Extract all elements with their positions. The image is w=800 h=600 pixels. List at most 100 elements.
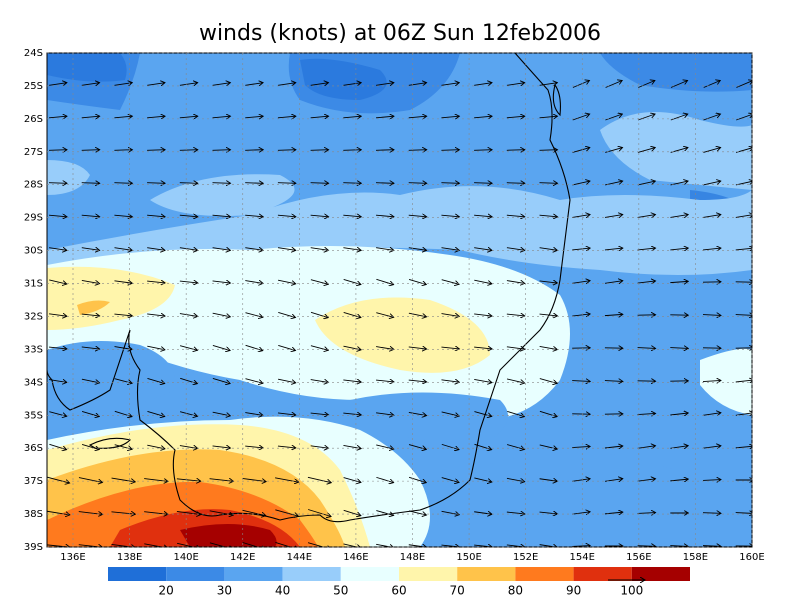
wind-arrow: [111, 477, 136, 482]
wind-arrow: [441, 411, 460, 416]
wind-arrow: [441, 477, 459, 483]
wind-arrow: [441, 510, 460, 514]
wind-arrow: [637, 148, 655, 153]
wind-arrow: [408, 380, 427, 382]
wind-arrow: [81, 248, 100, 251]
wind-arrow: [735, 315, 752, 316]
wind-arrow: [506, 215, 525, 217]
wind-arrow: [212, 281, 231, 283]
wind-arrow: [212, 446, 231, 448]
lat-label: 26S: [24, 114, 43, 125]
wind-arrow: [81, 116, 100, 118]
wind-arrow: [343, 477, 361, 483]
wind-arrow: [506, 378, 525, 383]
colorbar-box: [166, 567, 225, 581]
wind-arrow: [376, 444, 394, 449]
lon-label: 154E: [570, 552, 595, 563]
colorbar-label: 40: [275, 584, 290, 598]
wind-arrow: [277, 215, 296, 217]
wind-arrow: [343, 248, 361, 251]
wind-arrow: [47, 510, 70, 515]
wind-arrow: [49, 380, 67, 383]
wind-arrow: [114, 116, 132, 118]
wind-arrow: [637, 181, 656, 186]
wind-arrow: [670, 413, 688, 415]
wind-arrow: [735, 413, 752, 416]
wind-arrow: [81, 83, 100, 86]
colorbar-box: [573, 567, 632, 581]
wind-arrow: [245, 312, 262, 318]
wind-arrow: [81, 378, 100, 383]
wind-arrow: [277, 150, 296, 151]
lon-label: 152E: [513, 552, 538, 563]
wind-arrow: [474, 314, 492, 316]
wind-arrow: [212, 150, 231, 151]
wind-arrow: [179, 116, 198, 118]
wind-arrow: [572, 479, 590, 482]
lat-label: 33S: [24, 344, 43, 355]
wind-arrow: [278, 345, 295, 350]
wind-arrow: [474, 411, 491, 417]
wind-arrow: [637, 248, 656, 250]
wind-arrow: [637, 546, 656, 547]
wind-arrow: [147, 150, 165, 151]
wind-arrow: [212, 378, 230, 383]
wind-arrow: [212, 215, 231, 217]
lat-label: 24S: [24, 48, 43, 59]
wind-arrow: [212, 248, 231, 251]
lon-label: 148E: [400, 552, 425, 563]
wind-arrow: [702, 513, 721, 514]
lat-label: 31S: [24, 279, 43, 290]
wind-arrow: [212, 83, 231, 86]
wind-arrow: [147, 444, 165, 449]
wind-arrow: [638, 80, 655, 88]
lat-label: 35S: [24, 410, 43, 421]
wind-arrow: [703, 215, 721, 218]
wind-arrow: [275, 542, 298, 547]
lat-label: 28S: [24, 180, 43, 191]
wind-arrow: [47, 476, 69, 483]
wind-arrow: [408, 510, 427, 515]
wind-arrow: [474, 116, 492, 118]
wind-arrow: [111, 543, 136, 547]
wind-arrow: [539, 215, 558, 217]
wind-arrow: [637, 479, 656, 481]
wind-arrow: [81, 444, 99, 449]
wind-arrow: [81, 215, 100, 217]
wind-arrow: [539, 248, 558, 251]
wind-arrow: [310, 183, 329, 184]
wind-arrow: [670, 80, 688, 88]
wind-arrow: [310, 279, 328, 285]
wind-arrow: [702, 480, 721, 481]
wind-arrow: [572, 181, 590, 186]
wind-arrow: [343, 183, 361, 184]
wind-arrow: [441, 314, 460, 317]
wind-arrow: [735, 446, 752, 448]
colorbar-label: 30: [217, 584, 232, 598]
wind-arrow: [245, 344, 263, 350]
wind-arrow: [176, 479, 201, 481]
wind-arrow: [441, 215, 459, 217]
wind-arrow: [179, 314, 198, 317]
wind-arrow: [310, 116, 329, 118]
wind-arrow: [179, 215, 198, 217]
lon-label: 156E: [626, 552, 651, 563]
wind-arrow: [376, 83, 394, 86]
lon-label: 138E: [117, 552, 142, 563]
wind-arrow: [572, 148, 590, 153]
wind-arrow: [539, 116, 558, 118]
wind-arrow: [670, 348, 688, 349]
wind-arrow: [605, 80, 623, 88]
wind-arrow: [736, 114, 752, 121]
wind-arrow: [114, 215, 132, 217]
wind-arrow: [539, 479, 558, 482]
field-dark: [47, 53, 752, 114]
lat-label: 39S: [24, 542, 43, 553]
wind-arrow: [474, 378, 492, 382]
wind-arrow: [408, 215, 427, 217]
wind-arrow: [506, 477, 525, 481]
wind-arrow: [81, 347, 100, 349]
wind-arrow: [343, 215, 361, 217]
wind-arrow: [81, 279, 100, 283]
wind-arrow: [572, 215, 590, 218]
